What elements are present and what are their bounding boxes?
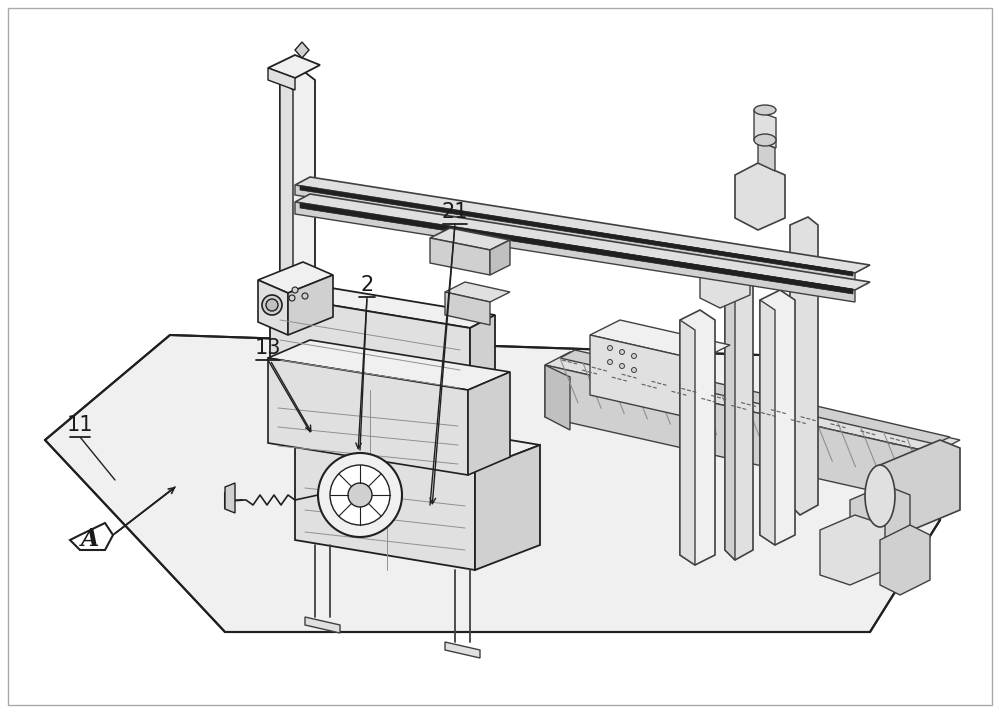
Polygon shape <box>268 358 468 475</box>
Polygon shape <box>760 290 795 545</box>
Polygon shape <box>790 217 818 515</box>
Polygon shape <box>270 295 470 390</box>
Polygon shape <box>268 68 295 90</box>
Polygon shape <box>295 194 870 290</box>
Circle shape <box>608 346 612 351</box>
Polygon shape <box>295 185 855 283</box>
Polygon shape <box>258 280 288 335</box>
Polygon shape <box>295 440 475 570</box>
Ellipse shape <box>754 105 776 115</box>
Text: A: A <box>81 527 99 551</box>
Polygon shape <box>258 262 333 293</box>
Polygon shape <box>470 315 495 390</box>
Polygon shape <box>268 55 320 78</box>
Polygon shape <box>445 282 510 302</box>
Text: 2: 2 <box>360 275 374 295</box>
Polygon shape <box>680 310 715 565</box>
Polygon shape <box>468 372 510 475</box>
Polygon shape <box>560 350 950 444</box>
Polygon shape <box>490 240 510 275</box>
Circle shape <box>632 354 637 359</box>
Polygon shape <box>430 228 510 250</box>
Polygon shape <box>545 365 570 430</box>
Circle shape <box>330 465 390 525</box>
Text: 13: 13 <box>255 338 281 358</box>
Polygon shape <box>45 335 940 632</box>
Polygon shape <box>475 445 540 570</box>
Text: 21: 21 <box>442 202 468 222</box>
Polygon shape <box>305 617 340 633</box>
Circle shape <box>348 483 372 507</box>
Circle shape <box>632 367 637 372</box>
Polygon shape <box>758 140 775 171</box>
Polygon shape <box>445 292 490 325</box>
Polygon shape <box>295 415 540 470</box>
Polygon shape <box>754 110 776 148</box>
Text: 11: 11 <box>67 415 93 435</box>
Circle shape <box>266 299 278 311</box>
Polygon shape <box>545 365 935 505</box>
Circle shape <box>292 287 298 293</box>
Polygon shape <box>300 186 853 276</box>
Polygon shape <box>70 523 113 550</box>
Polygon shape <box>760 300 775 545</box>
Polygon shape <box>880 525 930 595</box>
Polygon shape <box>590 320 730 360</box>
Polygon shape <box>590 335 700 420</box>
Polygon shape <box>850 485 910 560</box>
Circle shape <box>289 295 295 301</box>
Polygon shape <box>300 203 853 294</box>
Polygon shape <box>680 320 695 565</box>
Polygon shape <box>700 255 750 308</box>
Circle shape <box>318 453 402 537</box>
Polygon shape <box>295 202 855 302</box>
Polygon shape <box>280 70 315 430</box>
Polygon shape <box>725 247 753 560</box>
Ellipse shape <box>754 134 776 146</box>
Circle shape <box>620 349 624 354</box>
Polygon shape <box>280 80 293 430</box>
Polygon shape <box>270 282 495 328</box>
Polygon shape <box>735 163 785 230</box>
Polygon shape <box>225 483 235 513</box>
Polygon shape <box>430 238 490 275</box>
Polygon shape <box>445 642 480 658</box>
Circle shape <box>262 295 282 315</box>
Polygon shape <box>725 255 735 560</box>
Circle shape <box>620 364 624 369</box>
Polygon shape <box>295 42 309 58</box>
Circle shape <box>608 359 612 364</box>
Polygon shape <box>880 440 960 535</box>
Ellipse shape <box>865 465 895 527</box>
Polygon shape <box>545 352 960 453</box>
Polygon shape <box>295 177 870 273</box>
Polygon shape <box>268 340 510 390</box>
Circle shape <box>302 293 308 299</box>
Polygon shape <box>288 275 333 335</box>
Polygon shape <box>820 515 885 585</box>
